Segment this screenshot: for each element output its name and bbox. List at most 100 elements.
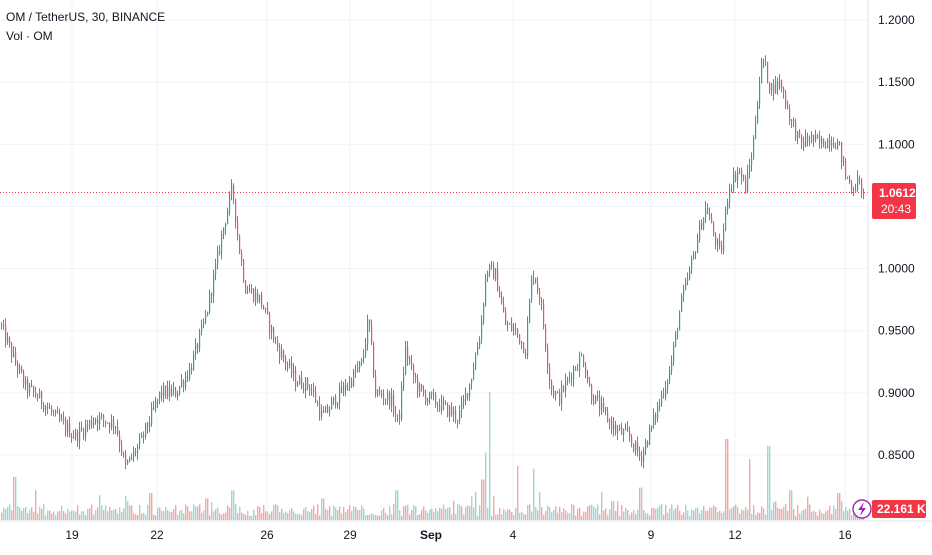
candle-body bbox=[611, 420, 613, 430]
volume-bar bbox=[789, 490, 791, 520]
candle-body bbox=[491, 264, 493, 266]
volume-bar bbox=[683, 512, 685, 520]
volume-bar bbox=[749, 459, 751, 520]
candle-body bbox=[29, 385, 31, 393]
volume-bar bbox=[773, 502, 775, 520]
volume-bar bbox=[351, 511, 353, 520]
volume-bar bbox=[715, 507, 717, 520]
candle-body bbox=[451, 407, 453, 415]
volume-bar bbox=[179, 510, 181, 520]
volume-bar bbox=[729, 509, 731, 520]
candle-body bbox=[181, 381, 183, 387]
volume-bar bbox=[727, 439, 729, 520]
candle-body bbox=[737, 171, 739, 181]
price-tick-label: 1.1500 bbox=[878, 75, 915, 89]
candle-body bbox=[845, 161, 847, 177]
candle-body bbox=[283, 350, 285, 359]
candle-body bbox=[301, 376, 303, 389]
candle-body bbox=[335, 396, 337, 407]
volume-bar bbox=[847, 510, 849, 520]
candle-body bbox=[393, 394, 395, 414]
volume-bar bbox=[89, 508, 91, 520]
lightning-button[interactable] bbox=[852, 499, 872, 519]
candle-body bbox=[93, 422, 95, 426]
volume-bar bbox=[439, 507, 441, 520]
volume-bar bbox=[433, 511, 435, 520]
candle-body bbox=[139, 437, 141, 447]
volume-bar bbox=[383, 508, 385, 520]
volume-bar bbox=[343, 506, 345, 520]
volume-bar bbox=[207, 498, 209, 520]
volume-bar bbox=[581, 515, 583, 520]
volume-bar bbox=[251, 515, 253, 520]
volume-bar bbox=[829, 505, 831, 520]
volume-bar bbox=[57, 511, 59, 520]
volume-bar bbox=[709, 507, 711, 520]
candle-body bbox=[129, 456, 131, 462]
candle-body bbox=[381, 392, 383, 397]
candle-body bbox=[785, 91, 787, 106]
candle-body bbox=[565, 380, 567, 392]
price-axis[interactable]: 1.20001.15001.10001.05001.00000.95000.90… bbox=[878, 13, 915, 462]
volume-bar bbox=[833, 505, 835, 520]
time-axis[interactable]: 19 22 26 29 Sep 4 9 12 16 bbox=[65, 528, 852, 542]
candle-body bbox=[607, 411, 609, 423]
volume-bar bbox=[477, 515, 479, 520]
candle-body bbox=[49, 408, 51, 410]
volume-bar bbox=[513, 514, 515, 520]
candle-body bbox=[293, 370, 295, 375]
candle-body bbox=[75, 431, 77, 438]
candle-body bbox=[443, 400, 445, 404]
candle-body bbox=[273, 327, 275, 341]
volume-bar bbox=[365, 515, 367, 520]
volume-bar bbox=[821, 512, 823, 520]
volume-bars bbox=[1, 391, 865, 520]
candle-body bbox=[459, 411, 461, 422]
candle-body bbox=[71, 436, 73, 438]
candle-body bbox=[371, 325, 373, 343]
volume-bar bbox=[189, 511, 191, 520]
volume-bar bbox=[83, 511, 85, 520]
candle-body bbox=[839, 141, 841, 143]
volume-bar bbox=[281, 508, 283, 520]
candle-body bbox=[517, 328, 519, 335]
candle-body bbox=[567, 378, 569, 381]
symbol-title[interactable]: OM / TetherUS, 30, BINANCE bbox=[6, 10, 166, 24]
volume-bar bbox=[377, 515, 379, 520]
volume-bar bbox=[543, 514, 545, 520]
last-price-tag-bg bbox=[872, 183, 916, 219]
volume-bar bbox=[497, 514, 499, 520]
volume-bar bbox=[579, 507, 581, 520]
candle-body bbox=[715, 234, 717, 245]
candle-body bbox=[69, 423, 71, 437]
candle-body bbox=[481, 320, 483, 340]
time-tick-label: 22 bbox=[150, 528, 164, 542]
volume-bar bbox=[529, 504, 531, 520]
candle-body bbox=[227, 210, 229, 224]
candle-body bbox=[267, 308, 269, 314]
volume-bar bbox=[239, 506, 241, 520]
volume-bar bbox=[507, 509, 509, 520]
volume-bar bbox=[279, 511, 281, 520]
volume-bar bbox=[319, 515, 321, 520]
volume-bar bbox=[479, 505, 481, 520]
volume-bar bbox=[53, 511, 55, 520]
candle-body bbox=[441, 400, 443, 411]
volume-bar bbox=[629, 514, 631, 520]
volume-indicator-label[interactable]: Vol · OM bbox=[6, 29, 53, 43]
candle-body bbox=[555, 392, 557, 396]
volume-bar bbox=[209, 515, 211, 520]
candle-body bbox=[39, 391, 41, 399]
candle-body bbox=[187, 376, 189, 379]
volume-bar bbox=[105, 505, 107, 520]
candle-body bbox=[511, 323, 513, 331]
volume-bar bbox=[33, 512, 35, 520]
candle-body bbox=[17, 363, 19, 371]
volume-bar bbox=[41, 509, 43, 520]
candle-body bbox=[287, 364, 289, 366]
volume-bar bbox=[431, 508, 433, 520]
candle-body bbox=[125, 453, 127, 465]
volume-bar bbox=[841, 501, 843, 520]
